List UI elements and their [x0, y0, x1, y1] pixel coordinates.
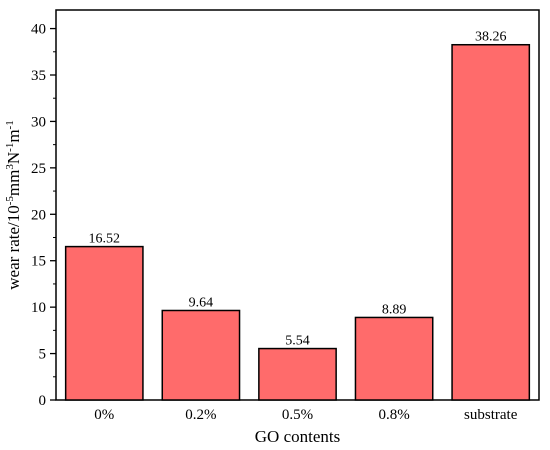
x-axis-title: GO contents	[255, 427, 340, 446]
y-tick-label: 15	[31, 254, 46, 270]
bar	[354, 316, 434, 401]
y-tick-label: 30	[31, 114, 46, 130]
x-axis: 0% 0.2% 0.5% 0.8% substrate	[94, 407, 517, 423]
y-axis: 0 5 10 15 20 25 30 35 40	[31, 22, 56, 409]
bar	[64, 245, 144, 401]
y-tick-label: 40	[31, 22, 46, 38]
y-tick-label: 5	[39, 347, 47, 363]
y-axis-title-prefix: wear rate/10	[4, 205, 23, 289]
y-axis-title-exp4: -1	[4, 120, 16, 129]
y-tick-label: 20	[31, 207, 46, 223]
bar	[161, 309, 241, 401]
x-tick-label: 0.8%	[378, 407, 409, 423]
bar-series	[64, 43, 531, 401]
data-label: 8.89	[382, 302, 407, 317]
y-axis-title-exp1: -5	[4, 196, 16, 206]
y-tick-label: 35	[31, 68, 46, 84]
y-axis-title-mid2: N	[4, 152, 23, 164]
x-tick-label: 0.5%	[282, 407, 313, 423]
bar	[451, 43, 531, 401]
x-tick-label: substrate	[464, 407, 518, 423]
y-axis-title-mid3: m	[4, 129, 23, 142]
data-labels: 16.52 9.64 5.54 8.89 38.26	[89, 30, 507, 349]
x-tick-label: 0%	[94, 407, 114, 423]
data-label: 5.54	[285, 334, 310, 349]
y-axis-title-exp2: 3	[4, 164, 16, 170]
y-tick-label: 25	[31, 161, 46, 177]
y-tick-label: 10	[31, 300, 46, 316]
data-label: 9.64	[189, 295, 214, 310]
data-label: 16.52	[89, 232, 121, 247]
y-axis-title-mid1: mm	[4, 170, 23, 196]
bar	[258, 347, 337, 401]
y-axis-title-exp3: -1	[4, 143, 16, 152]
data-label: 38.26	[475, 30, 507, 45]
y-tick-label: 0	[39, 393, 47, 409]
x-tick-label: 0.2%	[185, 407, 216, 423]
y-axis-title: wear rate/10-5mm3N-1m-1	[4, 120, 23, 289]
